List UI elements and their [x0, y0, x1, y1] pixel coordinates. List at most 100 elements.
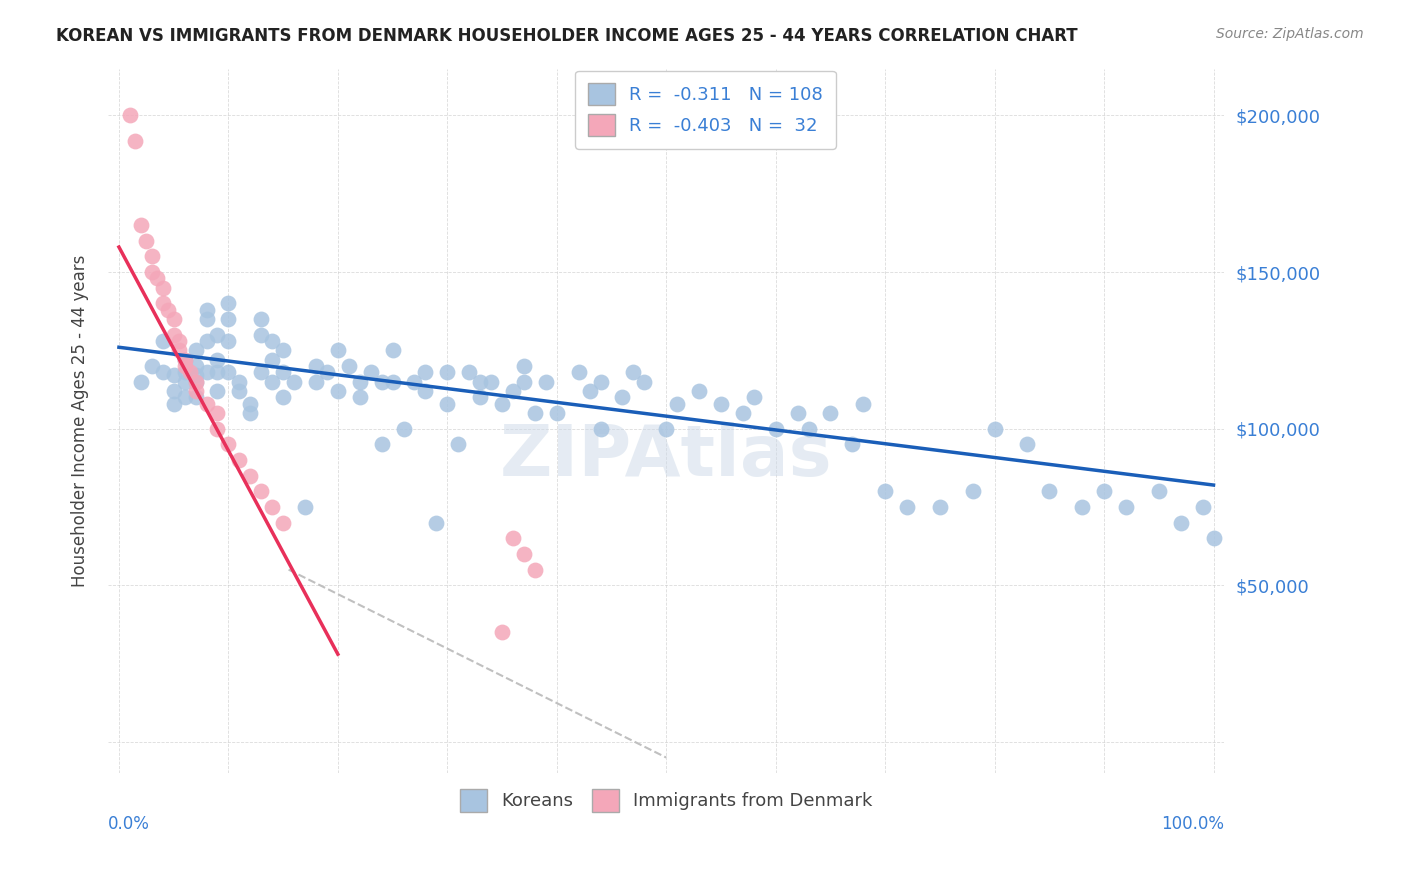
- Point: [425, 516, 447, 530]
- Point: [1191, 500, 1213, 514]
- Point: [207, 327, 229, 342]
- Point: [447, 437, 470, 451]
- Text: 0.0%: 0.0%: [108, 815, 150, 833]
- Point: [316, 365, 339, 379]
- Point: [167, 334, 190, 348]
- Point: [1147, 484, 1170, 499]
- Point: [163, 396, 186, 410]
- Point: [262, 334, 284, 348]
- Point: [217, 296, 239, 310]
- Point: [262, 500, 284, 514]
- Point: [370, 375, 392, 389]
- Point: [349, 390, 371, 404]
- Point: [797, 422, 820, 436]
- Point: [534, 375, 557, 389]
- Point: [786, 406, 808, 420]
- Point: [468, 375, 491, 389]
- Point: [513, 547, 536, 561]
- Point: [184, 390, 207, 404]
- Point: [173, 352, 195, 367]
- Point: [135, 234, 157, 248]
- Point: [179, 365, 201, 379]
- Point: [1202, 531, 1225, 545]
- Point: [250, 365, 273, 379]
- Point: [589, 422, 612, 436]
- Point: [163, 327, 186, 342]
- Point: [326, 384, 349, 398]
- Point: [415, 365, 437, 379]
- Point: [655, 422, 678, 436]
- Point: [1038, 484, 1060, 499]
- Point: [271, 365, 294, 379]
- Point: [207, 352, 229, 367]
- Point: [195, 312, 218, 326]
- Point: [184, 359, 207, 373]
- Point: [1170, 516, 1192, 530]
- Point: [250, 484, 273, 499]
- Point: [271, 390, 294, 404]
- Text: ZIPAtlas: ZIPAtlas: [501, 422, 832, 491]
- Point: [742, 390, 765, 404]
- Point: [513, 375, 536, 389]
- Point: [239, 468, 262, 483]
- Point: [163, 384, 186, 398]
- Point: [568, 365, 591, 379]
- Point: [666, 396, 689, 410]
- Point: [118, 108, 141, 122]
- Point: [1092, 484, 1115, 499]
- Point: [250, 327, 273, 342]
- Point: [250, 312, 273, 326]
- Point: [841, 437, 863, 451]
- Point: [513, 359, 536, 373]
- Point: [283, 375, 305, 389]
- Point: [458, 365, 481, 379]
- Point: [152, 281, 174, 295]
- Point: [195, 365, 218, 379]
- Point: [962, 484, 984, 499]
- Point: [502, 531, 524, 545]
- Point: [173, 375, 195, 389]
- Point: [928, 500, 950, 514]
- Point: [239, 406, 262, 420]
- Point: [326, 343, 349, 358]
- Point: [1017, 437, 1039, 451]
- Point: [207, 406, 229, 420]
- Point: [173, 365, 195, 379]
- Point: [152, 296, 174, 310]
- Point: [983, 422, 1005, 436]
- Point: [436, 365, 458, 379]
- Point: [436, 396, 458, 410]
- Point: [207, 365, 229, 379]
- Point: [294, 500, 316, 514]
- Point: [896, 500, 918, 514]
- Point: [146, 271, 169, 285]
- Text: KOREAN VS IMMIGRANTS FROM DENMARK HOUSEHOLDER INCOME AGES 25 - 44 YEARS CORRELAT: KOREAN VS IMMIGRANTS FROM DENMARK HOUSEH…: [56, 27, 1078, 45]
- Point: [207, 384, 229, 398]
- Point: [228, 384, 250, 398]
- Point: [491, 396, 513, 410]
- Point: [404, 375, 426, 389]
- Point: [217, 334, 239, 348]
- Point: [195, 334, 218, 348]
- Y-axis label: Householder Income Ages 25 - 44 years: Householder Income Ages 25 - 44 years: [72, 255, 89, 587]
- Point: [173, 359, 195, 373]
- Point: [589, 375, 612, 389]
- Point: [184, 384, 207, 398]
- Point: [765, 422, 787, 436]
- Point: [578, 384, 600, 398]
- Point: [195, 302, 218, 317]
- Point: [184, 343, 207, 358]
- Point: [129, 218, 152, 232]
- Point: [157, 302, 180, 317]
- Point: [217, 365, 239, 379]
- Point: [633, 375, 655, 389]
- Point: [152, 334, 174, 348]
- Point: [875, 484, 897, 499]
- Point: [337, 359, 360, 373]
- Point: [1071, 500, 1094, 514]
- Point: [710, 396, 733, 410]
- Point: [207, 422, 229, 436]
- Point: [262, 375, 284, 389]
- Point: [271, 343, 294, 358]
- Point: [349, 375, 371, 389]
